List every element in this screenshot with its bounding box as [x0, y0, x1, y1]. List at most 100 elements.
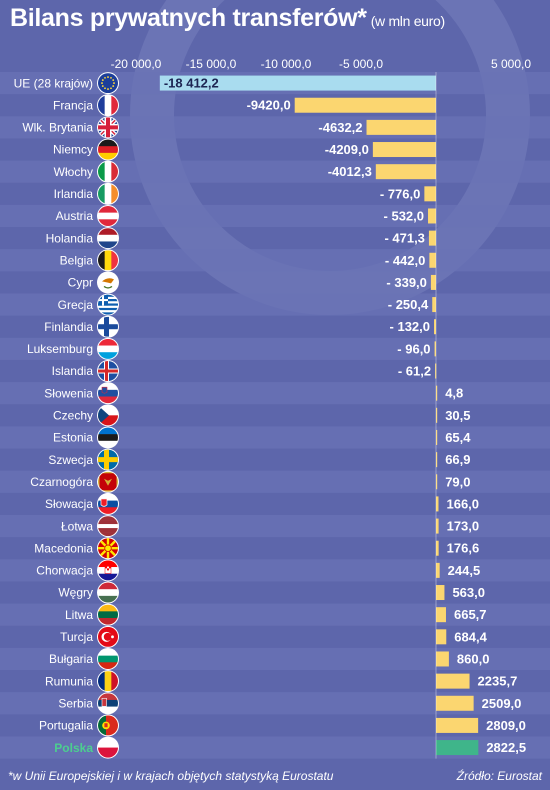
x-tick-label: 5 000,0 [491, 57, 531, 71]
montenegro-flag-icon [98, 471, 118, 492]
value-label: 4,8 [445, 386, 463, 401]
category-label: Rumunia [45, 674, 93, 688]
portugal-flag-icon [98, 715, 118, 736]
category-label: Czarnogóra [30, 475, 93, 489]
value-label: -4632,2 [318, 120, 362, 135]
iceland-flag-icon [98, 361, 118, 382]
bar [429, 252, 436, 268]
bar [436, 651, 449, 667]
value-label: - 471,3 [384, 231, 424, 246]
bar [294, 97, 436, 113]
bar [436, 585, 445, 601]
source-note: Źródło: Eurostat [456, 769, 542, 783]
title-text: Bilans prywatnych transferów* [10, 4, 367, 32]
bar [436, 429, 438, 445]
x-tick-label: -20 000,0 [111, 57, 162, 71]
category-label: Niemcy [53, 143, 93, 157]
value-label: - 132,0 [390, 319, 430, 334]
category-label: Macedonia [34, 541, 93, 555]
value-label: 665,7 [454, 607, 487, 622]
x-tick-label: -10 000,0 [261, 57, 312, 71]
category-label: UE (28 krajów) [14, 76, 93, 90]
subtitle-text: (w mln euro) [370, 13, 446, 29]
romania-flag-icon [98, 671, 118, 692]
category-label: Grecja [58, 298, 94, 312]
value-label: 860,0 [457, 651, 490, 666]
value-label: 65,4 [445, 430, 471, 445]
bar [375, 164, 436, 180]
value-label: -4012,3 [328, 164, 372, 179]
category-label: Czechy [53, 409, 93, 423]
germany-flag-icon [98, 139, 118, 160]
cyprus-flag-icon [98, 272, 118, 293]
belgium-flag-icon [98, 250, 118, 271]
bar [436, 607, 446, 623]
estonia-flag-icon [98, 427, 118, 448]
turkey-flag-icon [98, 626, 118, 647]
bar [436, 740, 479, 756]
netherlands-flag-icon [98, 228, 118, 249]
category-label: Holandia [46, 231, 94, 245]
chart-title: Bilans prywatnych transferów* (w mln euro… [10, 4, 445, 33]
row-stripe [0, 470, 550, 493]
row-stripe [0, 337, 550, 360]
bar [434, 319, 436, 335]
ireland-flag-icon [98, 183, 118, 204]
background-swirl [130, 0, 530, 315]
value-label: 684,4 [454, 629, 487, 644]
bar [436, 518, 439, 534]
macedonia-flag-icon [98, 538, 118, 559]
row-stripe [0, 515, 550, 538]
value-label: 244,5 [448, 563, 481, 578]
category-label: Węgry [58, 586, 93, 600]
lithuania-flag-icon [98, 604, 118, 625]
row-stripe [0, 382, 550, 405]
value-label: 2235,7 [478, 674, 518, 689]
poland-flag-icon [98, 737, 118, 758]
row-stripe [0, 293, 550, 316]
bar [436, 673, 470, 689]
bar [436, 717, 479, 733]
category-label: Słowacja [45, 497, 93, 511]
category-label: Łotwa [61, 519, 93, 533]
category-label: Belgia [60, 253, 94, 267]
croatia-flag-icon [98, 560, 118, 581]
category-label: Irlandia [54, 187, 94, 201]
category-label: Finlandia [44, 320, 93, 334]
value-label: -4209,0 [325, 142, 369, 157]
category-label: Francja [53, 98, 93, 112]
bar [436, 385, 438, 401]
bar [436, 452, 438, 468]
value-label: -9420,0 [247, 98, 291, 113]
value-label: - 442,0 [385, 253, 425, 268]
row-stripe [0, 647, 550, 671]
italy-flag-icon [98, 161, 118, 182]
bar [372, 142, 436, 158]
category-label: Turcja [60, 630, 93, 644]
eu-flag-icon [98, 73, 118, 94]
row-stripe [0, 692, 550, 715]
bar [434, 341, 436, 357]
footnote: *w Unii Europejskiej i w krajach objętyc… [8, 769, 334, 783]
bar [436, 474, 438, 490]
bar [436, 695, 474, 711]
category-label: Austria [56, 209, 94, 223]
value-label: -18 412,2 [164, 76, 219, 91]
bar [424, 186, 436, 202]
category-label: Portugalia [39, 719, 93, 733]
category-label: Cypr [68, 276, 93, 290]
bar [430, 274, 436, 290]
x-tick-label: -5 000,0 [339, 57, 383, 71]
value-label: 166,0 [446, 496, 479, 511]
bar [436, 629, 447, 645]
category-label: Luksemburg [27, 342, 93, 356]
category-label: Bułgaria [49, 652, 93, 666]
row-stripe [0, 736, 550, 759]
bar [436, 496, 439, 512]
row-stripe [0, 249, 550, 272]
serbia-flag-icon [98, 693, 118, 714]
value-label: 2809,0 [486, 718, 526, 733]
category-label: Polska [54, 741, 93, 755]
